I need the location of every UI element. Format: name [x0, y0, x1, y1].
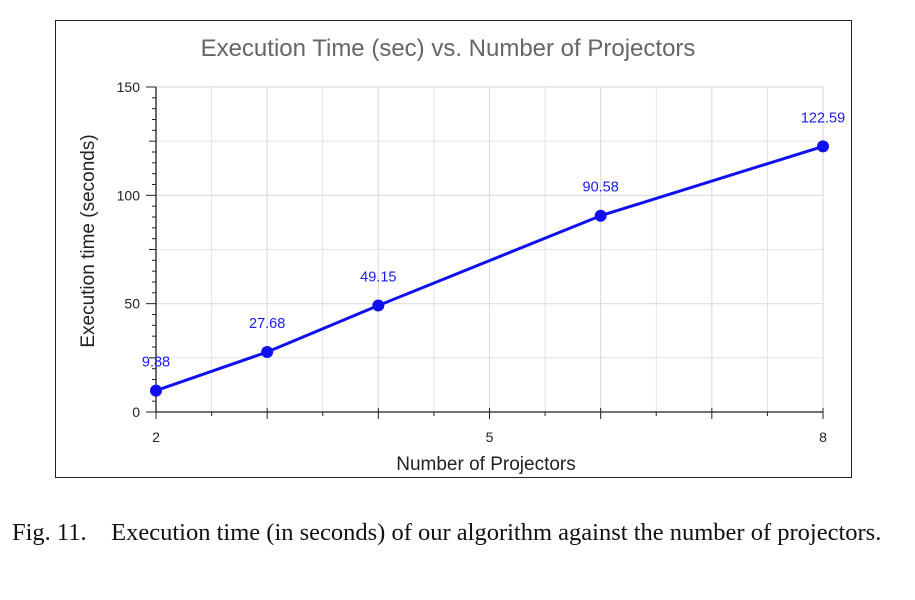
- y-tick-label: 100: [117, 187, 141, 203]
- axes: 0 50 100 150 2 5 8: [117, 79, 827, 445]
- y-tick-label: 0: [132, 404, 140, 420]
- data-point: [150, 384, 162, 397]
- data-label: 90.58: [583, 180, 619, 196]
- data-label: 9.88: [142, 355, 170, 371]
- chart-figure-frame: 0 50 100 150 2 5 8 Execution Time (sec) vs. Nu…: [55, 20, 852, 478]
- data-label: 122.59: [801, 110, 845, 126]
- caption-label: Fig. 11.: [12, 519, 87, 546]
- x-axis-label: Number of Projectors: [396, 454, 576, 475]
- line-chart: 0 50 100 150 2 5 8 Execution Time (sec) vs. Nu…: [78, 35, 845, 475]
- x-tick-label: 2: [152, 429, 160, 445]
- chart-title: Execution Time (sec) vs. Number of Proje…: [201, 35, 696, 62]
- series: 9.88 27.68 49.15 90.58 122.59: [142, 110, 845, 397]
- x-tick-label: 8: [819, 429, 827, 445]
- y-tick-label: 50: [124, 296, 140, 312]
- data-point: [594, 209, 607, 222]
- figure-caption: Fig. 11. Execution time (in seconds) of …: [12, 518, 907, 548]
- x-tick-label: 5: [486, 429, 494, 445]
- y-tick-label: 150: [117, 79, 141, 95]
- data-point: [817, 140, 829, 153]
- data-point: [261, 346, 274, 359]
- caption-text: Execution time (in seconds) of our algor…: [111, 519, 882, 546]
- data-label: 49.15: [360, 270, 396, 286]
- data-label: 27.68: [249, 316, 285, 332]
- data-point: [372, 299, 385, 312]
- y-axis-label: Execution time (seconds): [78, 134, 99, 347]
- grid: [155, 86, 824, 413]
